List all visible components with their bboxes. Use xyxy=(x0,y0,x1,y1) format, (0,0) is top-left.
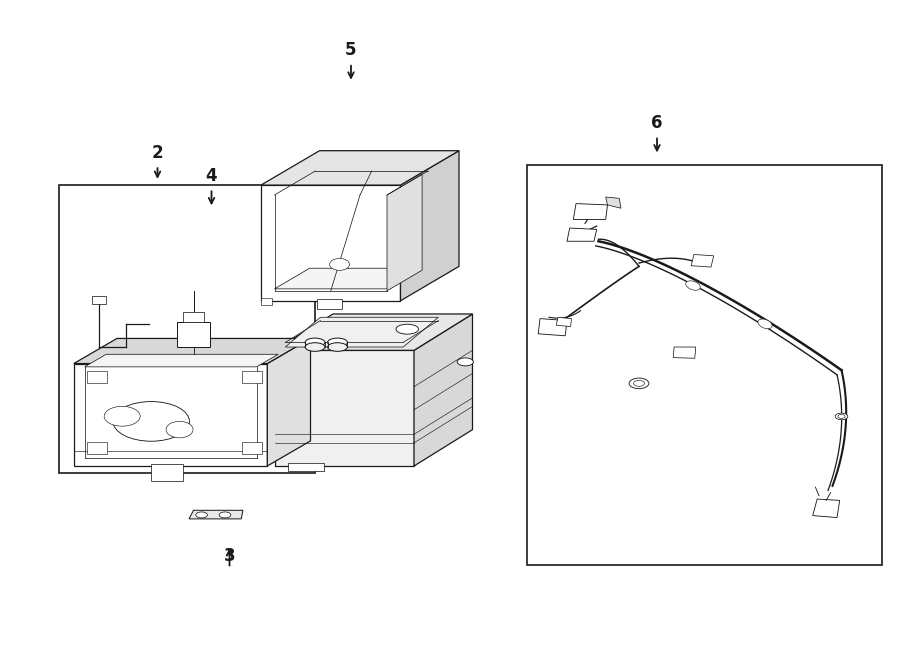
Ellipse shape xyxy=(166,421,194,438)
Ellipse shape xyxy=(328,338,347,346)
Polygon shape xyxy=(74,338,310,364)
Polygon shape xyxy=(267,338,310,466)
Bar xyxy=(177,322,210,347)
Polygon shape xyxy=(414,314,472,466)
Polygon shape xyxy=(400,151,459,301)
Polygon shape xyxy=(387,175,422,291)
Bar xyxy=(151,464,183,481)
Polygon shape xyxy=(691,254,714,267)
Ellipse shape xyxy=(305,338,325,346)
Polygon shape xyxy=(567,228,597,241)
Ellipse shape xyxy=(758,319,772,329)
Polygon shape xyxy=(274,268,422,289)
Bar xyxy=(87,442,107,454)
Ellipse shape xyxy=(835,413,848,420)
Polygon shape xyxy=(556,317,572,327)
Ellipse shape xyxy=(838,414,845,418)
Ellipse shape xyxy=(634,381,644,386)
Polygon shape xyxy=(85,354,278,367)
Bar xyxy=(317,299,342,309)
Bar xyxy=(92,296,106,304)
Ellipse shape xyxy=(196,512,208,518)
Ellipse shape xyxy=(396,325,418,334)
Text: 6: 6 xyxy=(652,114,662,132)
Ellipse shape xyxy=(329,258,349,270)
Polygon shape xyxy=(285,317,438,347)
Polygon shape xyxy=(261,151,459,185)
Polygon shape xyxy=(573,204,608,219)
Bar xyxy=(526,165,882,565)
Ellipse shape xyxy=(457,358,473,366)
Bar xyxy=(58,185,315,473)
Bar xyxy=(242,442,262,454)
Bar xyxy=(242,371,262,383)
Polygon shape xyxy=(538,319,567,336)
Polygon shape xyxy=(673,347,696,358)
Polygon shape xyxy=(813,499,840,518)
Polygon shape xyxy=(606,197,621,208)
Text: 4: 4 xyxy=(206,167,217,185)
Ellipse shape xyxy=(220,512,230,518)
Ellipse shape xyxy=(629,378,649,389)
Polygon shape xyxy=(274,314,472,350)
Ellipse shape xyxy=(305,343,325,352)
Polygon shape xyxy=(74,364,267,466)
Polygon shape xyxy=(189,510,243,519)
Text: 1: 1 xyxy=(386,223,397,241)
Text: 3: 3 xyxy=(224,547,235,565)
Ellipse shape xyxy=(686,281,700,290)
Text: 2: 2 xyxy=(152,144,163,162)
Ellipse shape xyxy=(328,343,347,352)
Bar xyxy=(261,298,272,305)
Text: 5: 5 xyxy=(346,42,356,59)
Bar xyxy=(183,312,204,322)
Bar xyxy=(288,463,324,471)
Ellipse shape xyxy=(113,401,190,442)
Polygon shape xyxy=(274,350,414,466)
Polygon shape xyxy=(261,185,400,301)
Ellipse shape xyxy=(104,407,140,426)
Bar xyxy=(87,371,107,383)
